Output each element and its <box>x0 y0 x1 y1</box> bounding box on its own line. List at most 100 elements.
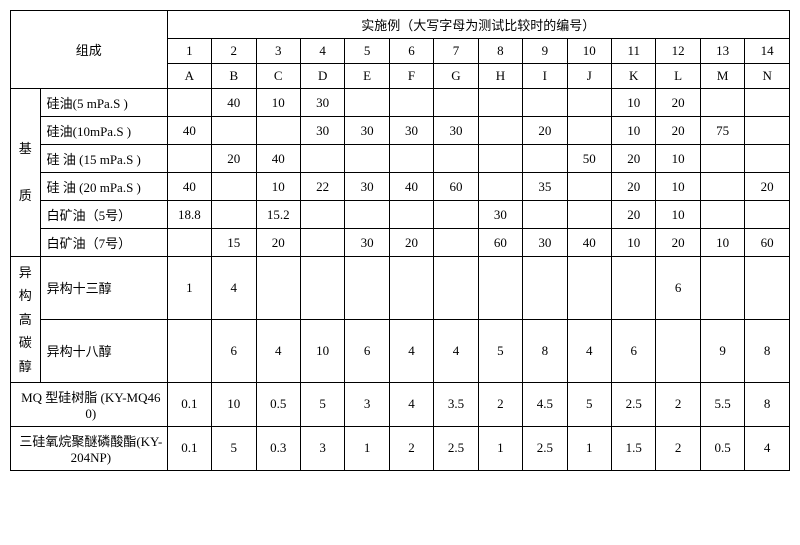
cell <box>389 89 433 117</box>
col-letter: J <box>567 64 611 89</box>
col-num: 11 <box>612 39 656 64</box>
cell <box>745 145 790 173</box>
table-row: 白矿油（7号） 1520302060304010201060 <box>11 229 790 257</box>
cell: 2.5 <box>612 382 656 426</box>
cell: 30 <box>389 117 433 145</box>
col-letter: M <box>700 64 744 89</box>
cell: 30 <box>523 229 567 257</box>
cell: 6 <box>345 319 389 382</box>
cell <box>256 117 300 145</box>
cell: 30 <box>345 117 389 145</box>
cell: 10 <box>256 173 300 201</box>
cell <box>567 257 611 320</box>
cell: 0.5 <box>700 426 744 470</box>
row-label: 异构十三醇 <box>40 257 167 320</box>
cell: 1.5 <box>612 426 656 470</box>
cell: 20 <box>212 145 256 173</box>
cell: 30 <box>300 117 344 145</box>
cell <box>567 173 611 201</box>
cell: 4 <box>256 319 300 382</box>
cell: 20 <box>745 173 790 201</box>
table-row: 白矿油（5号） 18.815.2302010 <box>11 201 790 229</box>
cell <box>300 257 344 320</box>
cell <box>389 257 433 320</box>
cell <box>434 229 478 257</box>
cell <box>478 89 522 117</box>
col-num: 8 <box>478 39 522 64</box>
cell: 4 <box>212 257 256 320</box>
cell: 2 <box>656 426 700 470</box>
col-num: 3 <box>256 39 300 64</box>
cell: 1 <box>478 426 522 470</box>
cell: 8 <box>745 319 790 382</box>
col-letter: B <box>212 64 256 89</box>
cell <box>745 89 790 117</box>
cell <box>745 201 790 229</box>
cell <box>567 117 611 145</box>
cell <box>700 145 744 173</box>
cell: 10 <box>656 173 700 201</box>
cell: 2 <box>389 426 433 470</box>
cell <box>167 89 211 117</box>
cell <box>523 257 567 320</box>
row-label: 硅油(10mPa.S ) <box>40 117 167 145</box>
cell: 10 <box>700 229 744 257</box>
cell: 0.3 <box>256 426 300 470</box>
cell <box>167 229 211 257</box>
header-example: 实施例（大写字母为测试比较时的编号） <box>167 11 789 39</box>
cell <box>167 319 211 382</box>
row-label: 硅 油 (15 mPa.S ) <box>40 145 167 173</box>
col-num: 12 <box>656 39 700 64</box>
cell: 30 <box>300 89 344 117</box>
cell <box>212 201 256 229</box>
cell <box>700 89 744 117</box>
header-composition: 组成 <box>11 11 168 89</box>
cell <box>434 89 478 117</box>
cell <box>434 257 478 320</box>
cell: 3 <box>345 382 389 426</box>
row-label: 三硅氧烷聚醚磷酸酯(KY-204NP) <box>11 426 168 470</box>
cell: 8 <box>745 382 790 426</box>
cell: 15.2 <box>256 201 300 229</box>
cell: 40 <box>389 173 433 201</box>
cell: 40 <box>567 229 611 257</box>
cell: 20 <box>612 173 656 201</box>
cell: 10 <box>256 89 300 117</box>
cell: 50 <box>567 145 611 173</box>
cell <box>478 173 522 201</box>
cell: 40 <box>212 89 256 117</box>
cell: 10 <box>612 117 656 145</box>
cell: 5 <box>567 382 611 426</box>
row-label: 硅 油 (20 mPa.S ) <box>40 173 167 201</box>
cell: 40 <box>167 173 211 201</box>
col-letter: L <box>656 64 700 89</box>
cell: 6 <box>656 257 700 320</box>
cell <box>745 117 790 145</box>
cell <box>523 145 567 173</box>
cell <box>700 201 744 229</box>
cell: 4 <box>389 319 433 382</box>
cell <box>700 257 744 320</box>
category-base: 基质 <box>11 89 41 257</box>
table-row: 硅油(10mPa.S ) 403030303020102075 <box>11 117 790 145</box>
cell: 30 <box>345 173 389 201</box>
cell: 10 <box>212 382 256 426</box>
col-letter: H <box>478 64 522 89</box>
cell: 4 <box>389 382 433 426</box>
col-letter: F <box>389 64 433 89</box>
cell: 4 <box>745 426 790 470</box>
cell: 60 <box>434 173 478 201</box>
cell: 35 <box>523 173 567 201</box>
table-row: 基质 硅油(5 mPa.S ) 4010301020 <box>11 89 790 117</box>
cell: 1 <box>567 426 611 470</box>
cell: 15 <box>212 229 256 257</box>
cell: 10 <box>656 145 700 173</box>
composition-table: 组成 实施例（大写字母为测试比较时的编号） 1 2 3 4 5 6 7 8 9 … <box>10 10 790 471</box>
cell <box>389 145 433 173</box>
cell: 30 <box>345 229 389 257</box>
cell: 20 <box>656 89 700 117</box>
cell <box>612 257 656 320</box>
cell: 2 <box>478 382 522 426</box>
cell <box>345 257 389 320</box>
col-letter: N <box>745 64 790 89</box>
